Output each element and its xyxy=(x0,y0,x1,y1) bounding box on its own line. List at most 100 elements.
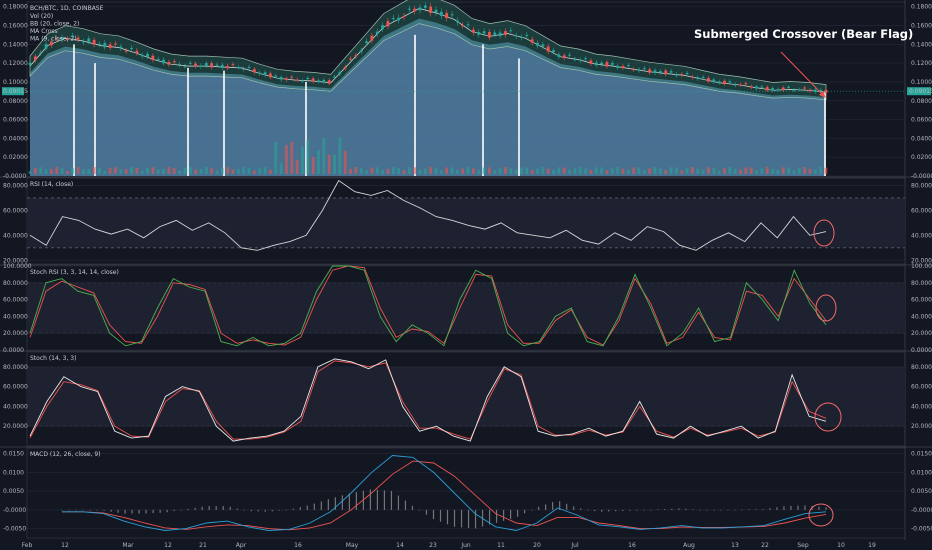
candle-body xyxy=(434,9,438,13)
y-tick-label-left: 0.02000 xyxy=(3,154,28,161)
candle-body xyxy=(407,8,411,10)
volume-bar xyxy=(669,167,673,174)
candle-body xyxy=(498,32,502,36)
macd-histogram-bar xyxy=(734,509,736,511)
macd-histogram-bar xyxy=(341,495,343,510)
macd-histogram-bar xyxy=(797,505,799,510)
y-tick-label-left: 20.0000 xyxy=(3,257,28,264)
macd-histogram-bar xyxy=(474,509,477,529)
volume-bar xyxy=(55,167,59,174)
volume-bar xyxy=(386,168,390,174)
candle-body xyxy=(188,62,192,64)
y-tick-label-right: 0.02000 xyxy=(911,154,932,161)
stoch-pane[interactable]: 80.0000 80.0000 60.0000 60.0000 40.0000 40.00… xyxy=(3,355,932,442)
candle-body xyxy=(632,69,636,71)
candle-body xyxy=(220,64,224,69)
candle-body xyxy=(749,86,753,88)
macd-histogram-bar xyxy=(692,509,694,511)
macd-histogram-bar xyxy=(103,509,105,511)
band-fill xyxy=(27,197,905,248)
y-tick-label-right: 0.0050 xyxy=(911,488,932,495)
y-tick-label-right: 0.0100 xyxy=(911,469,932,476)
macd-histogram-bar xyxy=(783,506,785,510)
candle-body xyxy=(712,79,716,83)
volume-bar xyxy=(450,167,454,174)
candle-body xyxy=(423,5,427,8)
volume-bar xyxy=(39,167,43,174)
candle-body xyxy=(514,35,518,37)
x-tick-label: Sep xyxy=(797,542,809,549)
y-tick-label-right: 0.04000 xyxy=(911,135,932,142)
volume-bar xyxy=(653,167,657,174)
candle-body xyxy=(723,80,726,85)
y-tick-label-right: 80.0000 xyxy=(911,364,932,371)
candle-body xyxy=(71,35,75,37)
candle-body xyxy=(204,63,208,66)
candle-body xyxy=(381,25,384,30)
macd-histogram-bar xyxy=(699,509,701,511)
macd-histogram-bar xyxy=(545,504,547,510)
candle-body xyxy=(135,50,139,54)
macd-pane[interactable]: 0.0150 0.0150 0.0100 0.0100 0.0050 0.0050 -0.0… xyxy=(3,451,932,533)
candle-body xyxy=(413,8,417,12)
volume-bar xyxy=(162,169,165,174)
x-axis: Feb 12 Mar 12 21 Apr 16 May 14 23 Jun 11 20 Jul 16 Aug 1… xyxy=(22,542,876,549)
volume-bar xyxy=(178,170,181,174)
last-price-badge-right xyxy=(907,87,931,96)
macd-histogram-bar xyxy=(131,509,133,514)
candle-body xyxy=(819,90,823,92)
candle-body xyxy=(402,15,406,18)
macd-histogram-bar xyxy=(201,506,203,510)
volume-bar xyxy=(797,168,801,174)
macd-histogram-bar xyxy=(432,509,435,520)
macd-histogram-bar xyxy=(138,509,140,514)
volume-bar xyxy=(60,167,64,174)
candle-body xyxy=(119,46,123,49)
candle-body xyxy=(162,59,165,64)
macd-histogram-bar xyxy=(124,509,126,514)
x-tick-label: 12 xyxy=(164,542,172,549)
candle-body xyxy=(781,87,785,91)
volume-bar xyxy=(755,170,758,174)
macd-histogram-bar xyxy=(608,509,610,512)
volume-bar xyxy=(28,171,32,174)
candle-body xyxy=(813,89,817,92)
candle-body xyxy=(557,54,561,58)
volume-bar xyxy=(407,167,411,174)
candle-body xyxy=(803,87,807,89)
macd-histogram-bar xyxy=(643,509,645,511)
volume-bar xyxy=(247,168,251,174)
volume-bar xyxy=(739,169,742,174)
macd-histogram-bar xyxy=(145,509,147,514)
candle-body xyxy=(247,66,251,68)
candle-body xyxy=(252,69,256,73)
stoch-rsi-pane[interactable]: 100.0000 100.0000 80.0000 80.0000 60.0000 60.… xyxy=(3,263,932,354)
candle-body xyxy=(466,24,470,26)
price-pane[interactable]: 0.18000 0.18000 0.16000 0.16000 0.14000 0.140… xyxy=(2,0,932,180)
y-tick-label-left: -0.0000 xyxy=(3,173,26,180)
candle-body xyxy=(589,60,593,64)
candle-body xyxy=(429,6,433,13)
candle-body xyxy=(274,75,278,77)
macd-histogram-bar xyxy=(110,509,112,512)
y-tick-label-right: 0.06000 xyxy=(911,117,932,124)
macd-histogram-bar xyxy=(804,505,806,510)
y-tick-label-left: 60.0000 xyxy=(3,384,28,391)
volume-bar xyxy=(49,169,53,174)
x-tick-label: Jul xyxy=(570,542,579,549)
macd-histogram-bar xyxy=(376,489,379,510)
macd-histogram-bar xyxy=(369,489,372,510)
rsi-pane[interactable]: 80.0000 80.0000 60.0000 60.0000 40.0000 40.00… xyxy=(3,179,932,265)
y-tick-label-right: 0.0150 xyxy=(911,451,932,458)
volume-bar xyxy=(236,168,240,174)
y-tick-label-right: 20.0000 xyxy=(911,423,932,430)
candle-body xyxy=(653,70,657,74)
volume-bar xyxy=(146,167,149,174)
volume-bar xyxy=(210,168,214,174)
volume-bar xyxy=(482,167,486,174)
volume-bar xyxy=(327,154,331,174)
macd-histogram-bar xyxy=(748,509,750,511)
candle-body xyxy=(375,31,379,34)
volume-bar xyxy=(359,168,363,174)
